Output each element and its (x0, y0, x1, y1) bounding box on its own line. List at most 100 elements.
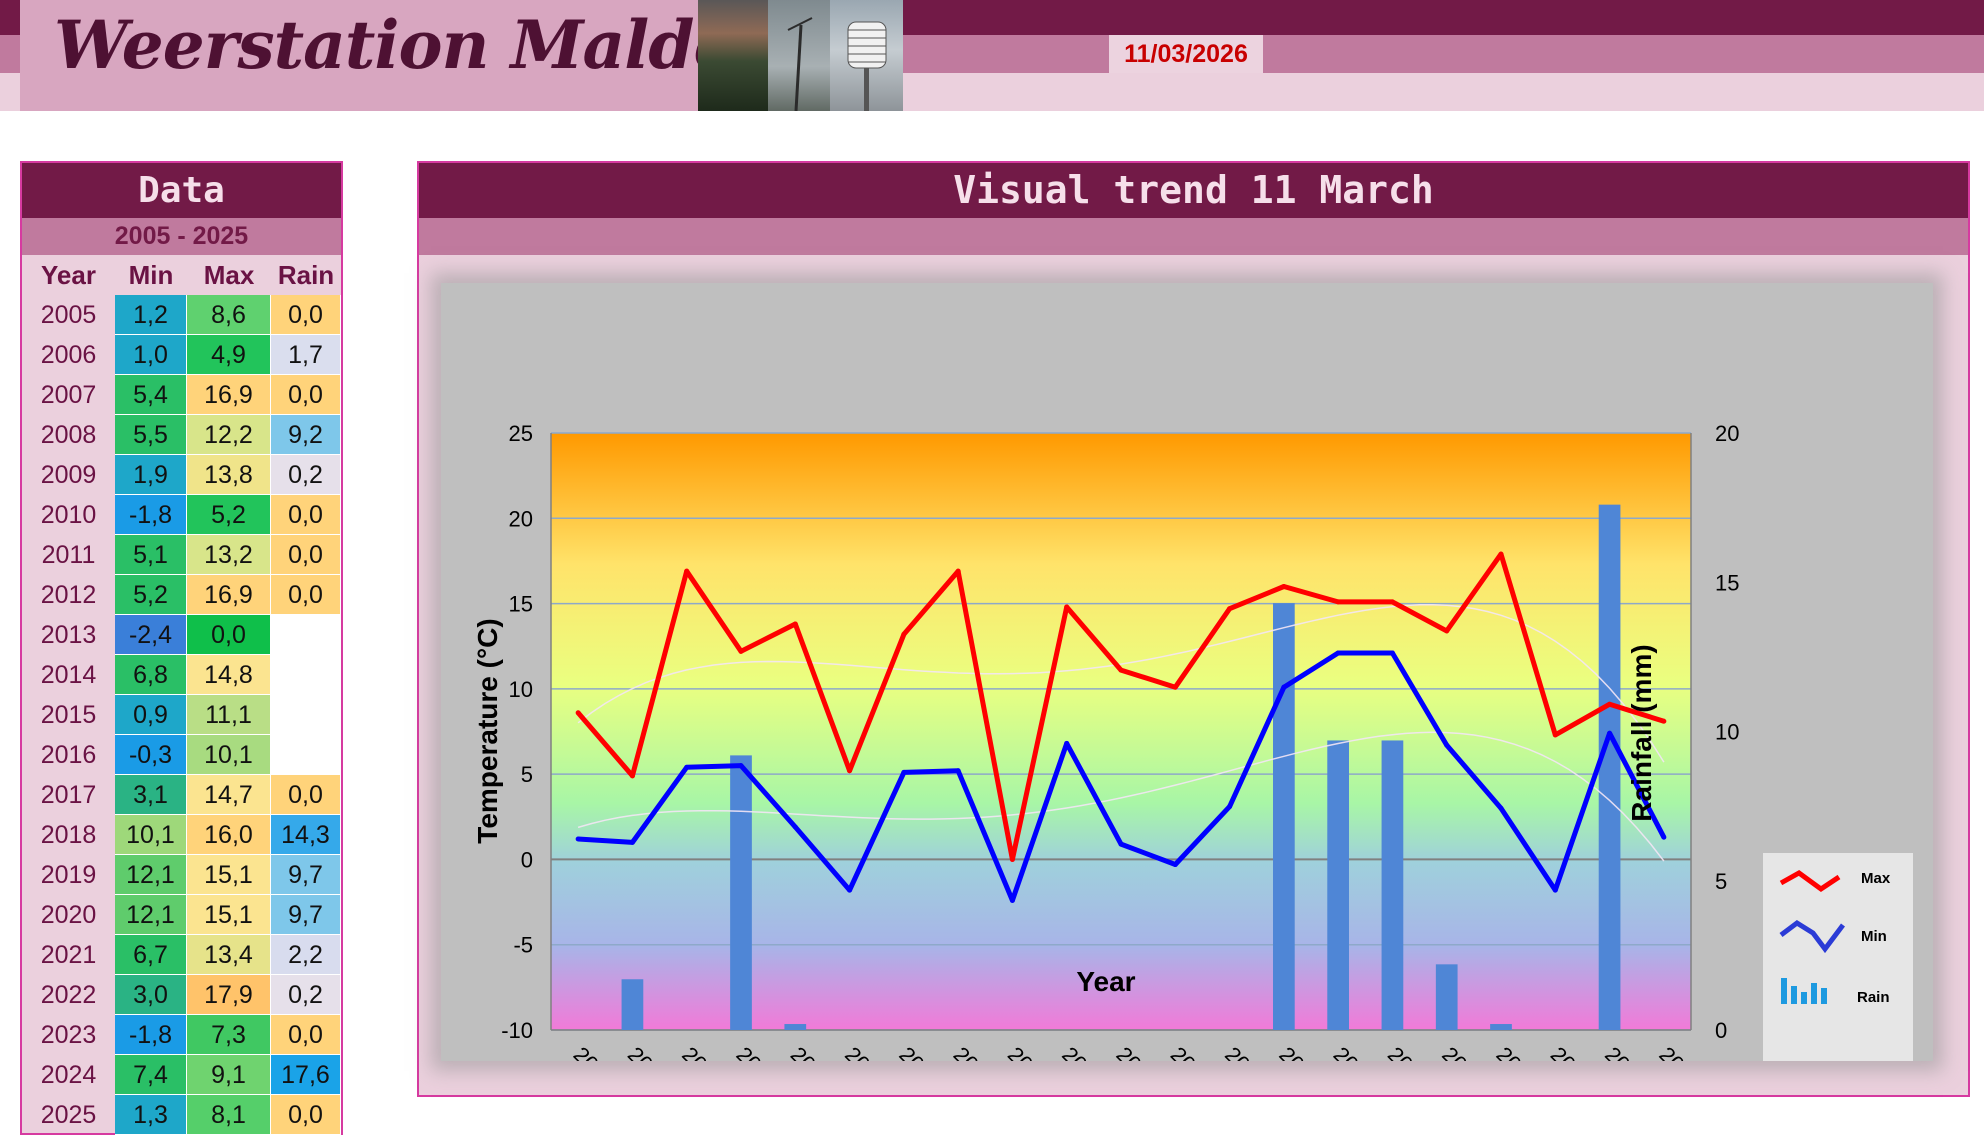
y-tick-label: 20 (509, 506, 533, 531)
cell-max: 13,4 (187, 935, 271, 975)
x-tick-label: 2014 (1057, 1042, 1109, 1061)
cell-year: 2016 (40, 741, 97, 769)
point-min (1227, 804, 1233, 810)
cell-min: 0,9 (115, 695, 187, 735)
cell-max: 13,8 (187, 455, 271, 495)
data-panel: Data 2005 - 2025 Year Min Max Rain 2005 1… (20, 161, 343, 1135)
point-max (1118, 667, 1124, 673)
point-min (1661, 834, 1667, 840)
legend-max-swatch (1779, 870, 1841, 893)
cell-year: 2023 (40, 1021, 97, 1049)
temperature-lines (575, 551, 1667, 903)
x-tick-label: 2015 (1111, 1042, 1163, 1061)
x-tick-label: 2012 (949, 1042, 1001, 1061)
cell-min: 5,5 (115, 415, 187, 455)
y-tick-label: -5 (513, 933, 533, 958)
x-tick-label: 2005 (569, 1042, 621, 1061)
y2-tick-label: 5 (1715, 869, 1727, 894)
point-min (1118, 841, 1124, 847)
rain-bars (621, 504, 1621, 1030)
cell-year: 2011 (41, 541, 96, 569)
legend-min-swatch (1779, 919, 1845, 954)
table-row: 2010 -1,8 5,2 0,0 (22, 495, 341, 535)
point-max (901, 631, 907, 637)
table-row: 2017 3,1 14,7 0,0 (22, 775, 341, 815)
plot-background (551, 433, 1691, 1030)
cell-year: 2009 (40, 461, 97, 489)
x-tick-label: 2008 (731, 1042, 783, 1061)
y-tick-label: -10 (501, 1018, 533, 1043)
legend-box (1763, 853, 1913, 1066)
cell-max: 16,9 (187, 375, 271, 415)
table-row: 2020 12,1 15,1 9,7 (22, 895, 341, 935)
x-axis-title: Year (1076, 966, 1135, 997)
cell-min: -1,8 (115, 495, 187, 535)
y-tick-label: 15 (509, 592, 533, 617)
table-row: 2008 5,5 12,2 9,2 (22, 415, 341, 455)
cell-rain: 14,3 (271, 815, 341, 855)
point-min (629, 839, 635, 845)
chart-panel-title: Visual trend 11 March (419, 163, 1968, 218)
table-row: 2021 6,7 13,4 2,2 (22, 935, 341, 975)
table-row: 2018 10,1 16,0 14,3 (22, 815, 341, 855)
cell-rain (271, 735, 341, 775)
y-axis-title: Temperature (°C) (472, 618, 503, 843)
legend-rain-label: Rain (1857, 989, 1890, 1006)
table-row: 2014 6,8 14,8 (22, 655, 341, 695)
table-row: 2019 12,1 15,1 9,7 (22, 855, 341, 895)
x-tick-label: 2023 (1546, 1042, 1598, 1061)
cell-rain: 2,2 (271, 935, 341, 975)
point-min (1498, 805, 1504, 811)
y-tick-label: 25 (509, 421, 533, 446)
table-row: 2022 3,0 17,9 0,2 (22, 975, 341, 1015)
x-tick-label: 2019 (1329, 1042, 1381, 1061)
legend-max-label: Max (1861, 870, 1891, 887)
cell-rain: 9,7 (271, 855, 341, 895)
rain-bar (1273, 603, 1295, 1030)
y-tick-label: 0 (521, 847, 533, 872)
cell-min: 3,0 (115, 975, 187, 1015)
screen-photo (830, 0, 903, 111)
y2-tick-label: 10 (1715, 720, 1739, 745)
point-max (684, 568, 690, 574)
point-min (1281, 684, 1287, 690)
cell-year: 2008 (40, 421, 97, 449)
cell-year: 2020 (40, 901, 97, 929)
table-row: 2013 -2,4 0,0 (22, 615, 341, 655)
table-row: 2025 1,3 8,1 0,0 (22, 1095, 341, 1135)
cell-max: 15,1 (187, 895, 271, 935)
sunset-photo (698, 0, 768, 111)
table-row: 2009 1,9 13,8 0,2 (22, 455, 341, 495)
x-tick-label: 2006 (623, 1042, 675, 1061)
point-min (901, 769, 907, 775)
data-panel-range: 2005 - 2025 (22, 218, 341, 255)
cell-rain: 0,0 (271, 295, 341, 335)
cell-year: 2012 (40, 581, 97, 609)
x-tick-label: 2025 (1654, 1042, 1706, 1061)
cell-rain: 0,0 (271, 535, 341, 575)
point-max (1281, 584, 1287, 590)
column-header-min: Min (128, 260, 174, 290)
cell-min: -0,3 (115, 735, 187, 775)
trendline-max (577, 604, 1665, 763)
point-min (1607, 730, 1613, 736)
cell-max: 17,9 (187, 975, 271, 1015)
cell-rain (271, 695, 341, 735)
x-tick-label: 2010 (840, 1042, 892, 1061)
point-max (1389, 599, 1395, 605)
cell-year: 2010 (40, 501, 97, 529)
point-min (792, 824, 798, 830)
table-row: 2007 5,4 16,9 0,0 (22, 375, 341, 415)
cell-year: 2015 (40, 701, 97, 729)
cell-rain: 0,0 (271, 775, 341, 815)
cell-rain (271, 655, 341, 695)
cell-min: 1,9 (115, 455, 187, 495)
trendline-min (577, 731, 1665, 862)
point-min (1064, 740, 1070, 746)
column-header-rain: Rain (277, 260, 335, 290)
point-min (738, 763, 744, 769)
point-min (684, 764, 690, 770)
cell-rain (271, 615, 341, 655)
cell-year: 2021 (40, 941, 97, 969)
chart-legend: Max Min Rain (1763, 853, 1913, 1066)
